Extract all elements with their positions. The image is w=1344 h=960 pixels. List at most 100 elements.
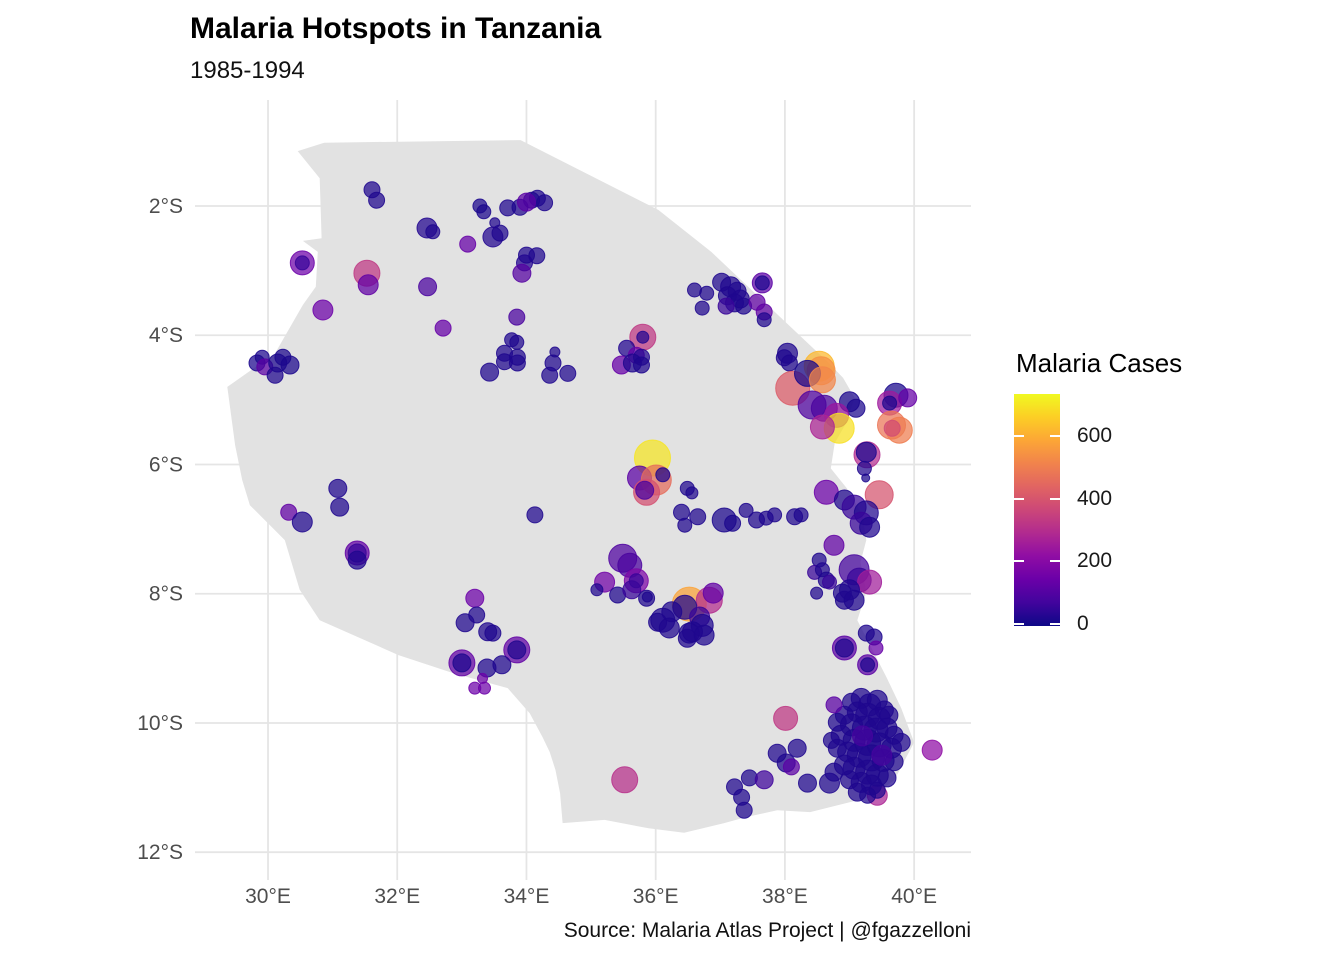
data-point xyxy=(833,754,855,776)
data-point xyxy=(641,591,653,603)
data-point xyxy=(773,705,799,731)
legend-tick-mark xyxy=(1050,497,1060,500)
legend-title: Malaria Cases xyxy=(1016,348,1183,378)
chart-subtitle: 1985-1994 xyxy=(190,57,305,84)
data-point xyxy=(808,366,836,394)
data-point xyxy=(677,517,693,533)
data-point xyxy=(611,766,639,794)
data-point xyxy=(882,395,898,411)
data-point xyxy=(834,638,854,658)
data-point xyxy=(782,758,800,776)
data-point xyxy=(459,235,477,253)
data-point xyxy=(856,460,872,476)
data-point xyxy=(507,640,527,660)
y-axis-tick-label: 2°S xyxy=(149,195,183,218)
legend-tick-mark xyxy=(1050,435,1060,437)
data-point xyxy=(868,640,884,656)
data-point xyxy=(871,744,893,766)
data-point xyxy=(368,191,386,209)
data-point xyxy=(291,511,313,533)
data-point xyxy=(541,366,559,384)
legend-tick-label: 200 xyxy=(1077,549,1113,573)
data-point xyxy=(455,613,475,633)
data-point xyxy=(852,725,873,747)
data-point xyxy=(266,366,284,384)
x-axis-tick-label: 40°E xyxy=(891,885,937,908)
data-point xyxy=(509,334,525,350)
data-point xyxy=(636,330,650,344)
data-point xyxy=(434,319,452,337)
data-point xyxy=(452,653,472,673)
data-point xyxy=(724,514,742,532)
data-point xyxy=(280,503,298,521)
legend-tick-label: 400 xyxy=(1077,486,1113,510)
data-point xyxy=(754,770,774,790)
data-point xyxy=(735,801,753,819)
data-point xyxy=(622,580,642,600)
data-point xyxy=(864,480,894,510)
data-point xyxy=(526,506,544,524)
data-point xyxy=(822,574,837,590)
data-point xyxy=(898,388,918,408)
data-point xyxy=(860,657,876,673)
legend-tick-mark xyxy=(1050,560,1060,563)
data-point xyxy=(517,192,536,212)
data-point xyxy=(883,419,901,437)
data-point xyxy=(673,503,690,521)
data-point xyxy=(328,478,348,498)
legend-tick-mark xyxy=(1014,560,1024,563)
data-point xyxy=(590,583,604,597)
data-point xyxy=(822,731,840,749)
legend-tick-label: 600 xyxy=(1077,424,1113,447)
data-point xyxy=(465,588,485,608)
x-axis-tick-label: 34°E xyxy=(504,885,550,908)
data-point xyxy=(855,441,877,463)
data-point xyxy=(857,569,883,595)
data-point xyxy=(717,297,735,315)
data-point xyxy=(823,534,845,556)
y-axis-tick-label: 10°S xyxy=(137,712,183,735)
data-point xyxy=(312,299,334,321)
data-point xyxy=(798,773,817,793)
data-point xyxy=(357,274,379,296)
chart-caption: Source: Malaria Atlas Project | @fgazzel… xyxy=(563,919,971,942)
data-point xyxy=(868,781,886,799)
data-point xyxy=(633,356,650,374)
x-axis-tick-label: 32°E xyxy=(374,885,420,908)
legend-tick-mark xyxy=(1014,623,1024,625)
data-point xyxy=(491,224,509,242)
data-point xyxy=(846,398,866,418)
x-axis-tick-label: 36°E xyxy=(633,885,679,908)
data-point xyxy=(810,586,824,600)
data-point xyxy=(891,732,911,752)
data-point xyxy=(702,582,724,604)
data-point xyxy=(658,617,680,639)
data-point xyxy=(787,738,807,758)
legend-tick-mark xyxy=(1050,623,1060,625)
data-point xyxy=(418,277,438,297)
data-point xyxy=(484,624,502,642)
data-point xyxy=(825,696,843,714)
data-point xyxy=(508,308,526,326)
x-axis-tick-label: 38°E xyxy=(762,885,808,908)
data-point xyxy=(699,285,715,301)
data-point xyxy=(843,589,865,611)
data-point xyxy=(689,508,707,526)
data-point xyxy=(425,224,441,240)
data-point xyxy=(478,681,491,695)
data-point xyxy=(635,480,655,500)
data-point xyxy=(694,300,710,316)
x-axis-tick-label: 30°E xyxy=(245,885,291,908)
data-point xyxy=(738,502,754,518)
data-point xyxy=(861,473,871,483)
y-axis-tick-label: 4°S xyxy=(149,324,183,347)
legend-tick-label: 0 xyxy=(1077,612,1089,635)
data-point xyxy=(859,516,881,538)
data-point xyxy=(693,624,715,646)
data-point xyxy=(756,312,772,328)
legend-tick-mark xyxy=(1014,435,1024,437)
y-axis-tick-label: 8°S xyxy=(149,583,183,606)
y-axis-tick-label: 6°S xyxy=(149,453,183,476)
data-point xyxy=(492,655,512,675)
